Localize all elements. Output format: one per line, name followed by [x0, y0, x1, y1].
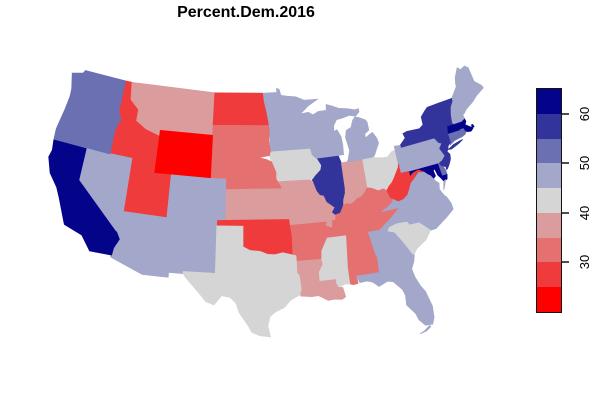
plot-title: Percent.Dem.2016	[177, 4, 315, 21]
state-MS	[318, 234, 351, 288]
state-RI	[459, 128, 467, 138]
state-ME	[452, 65, 484, 116]
state-NE	[210, 156, 282, 190]
state-NV	[79, 148, 134, 232]
state-WV	[386, 163, 424, 202]
state-FL	[355, 268, 435, 335]
state-VT	[438, 98, 454, 127]
state-ND	[212, 92, 269, 126]
state-MO	[276, 179, 336, 227]
state-PA	[393, 138, 445, 174]
state-WI	[296, 111, 344, 159]
state-NM	[160, 216, 218, 278]
state-SD	[211, 124, 271, 158]
state-CO	[165, 174, 227, 222]
state-KS	[225, 187, 290, 222]
state-TX	[182, 225, 302, 338]
state-WA	[69, 70, 127, 113]
state-SC	[387, 221, 432, 255]
state-WY	[154, 130, 213, 179]
